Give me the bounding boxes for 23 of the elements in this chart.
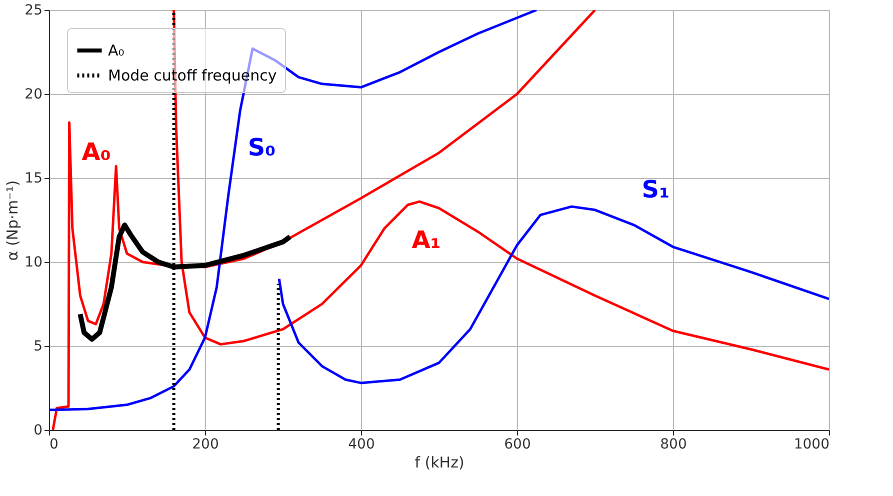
line-series bbox=[49, 10, 538, 412]
y-tick-label: 5 bbox=[34, 338, 42, 354]
legend-label: A₀ bbox=[108, 42, 124, 60]
annotation: A₀ bbox=[82, 138, 111, 166]
x-axis-title: f (kHz) bbox=[414, 454, 464, 472]
x-tick-label: 1000 bbox=[794, 436, 830, 452]
y-tick-label: 0 bbox=[34, 422, 42, 438]
x-tick-label: 800 bbox=[660, 436, 687, 452]
y-tick-label: 20 bbox=[24, 86, 42, 102]
x-tick-label: 0 bbox=[50, 436, 58, 452]
annotation: S₁ bbox=[642, 176, 670, 204]
y-axis-title: α (Np·m⁻¹) bbox=[4, 180, 22, 261]
line-series bbox=[278, 205, 829, 384]
x-tick-label: 400 bbox=[348, 436, 375, 452]
y-tick-label: 10 bbox=[24, 254, 42, 270]
y-tick-label: 25 bbox=[24, 2, 42, 18]
legend-label: Mode cutoff frequency bbox=[108, 66, 277, 84]
annotation: S₀ bbox=[248, 134, 276, 162]
x-tick-label: 600 bbox=[504, 436, 531, 452]
line-series bbox=[52, 10, 596, 430]
annotation: A₁ bbox=[412, 226, 441, 254]
x-tick-label: 200 bbox=[192, 436, 219, 452]
y-tick-label: 15 bbox=[24, 170, 42, 186]
